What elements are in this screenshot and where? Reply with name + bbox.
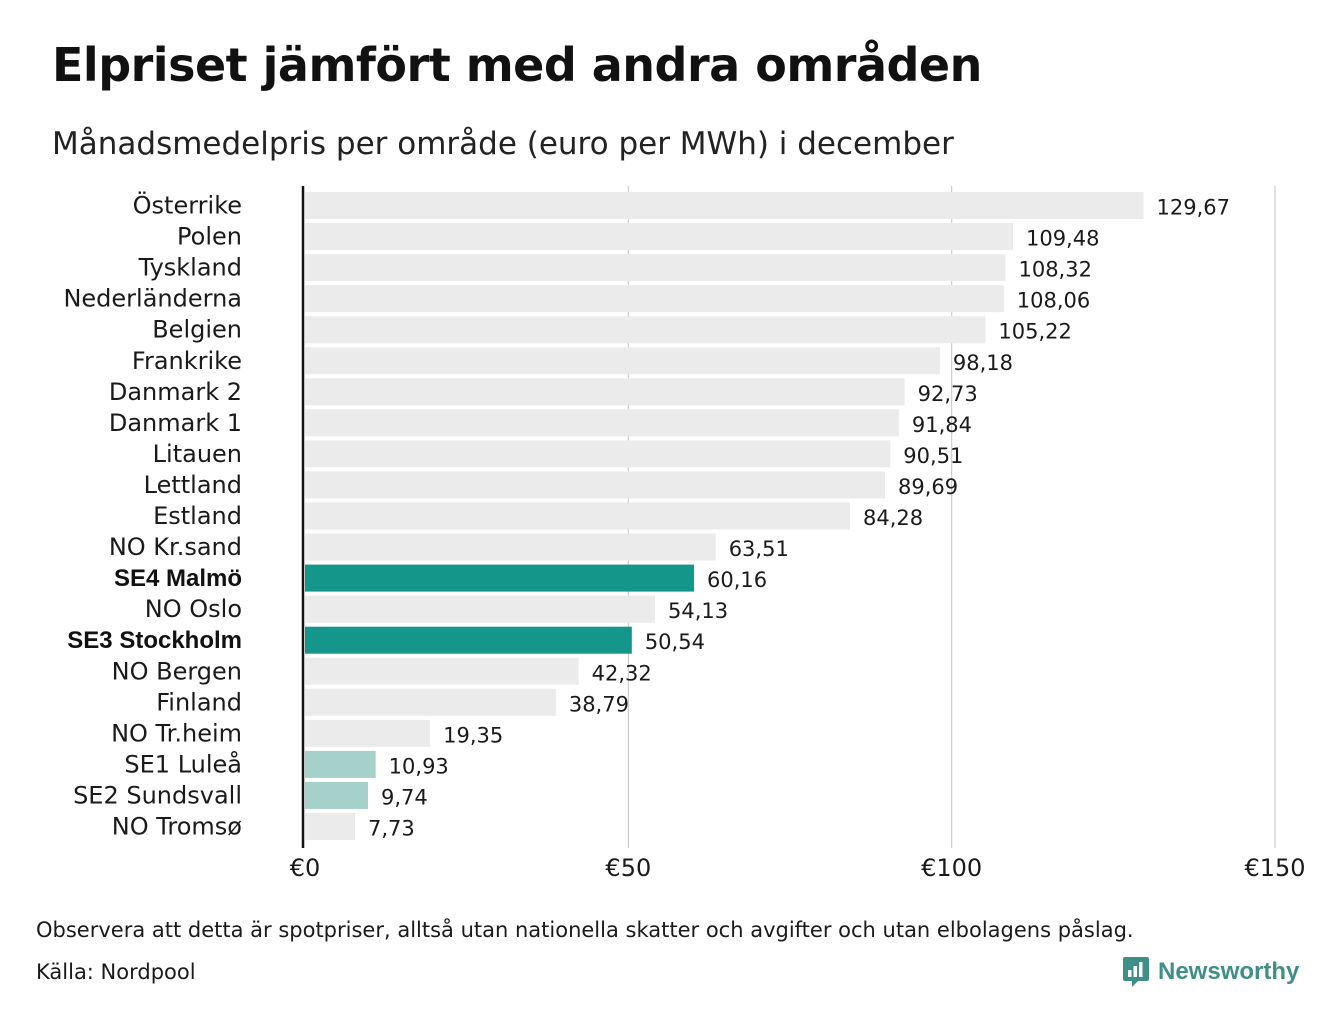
value-label: 50,54 (645, 630, 705, 654)
bar (305, 564, 695, 592)
value-label: 90,51 (903, 444, 963, 468)
category-label: Finland (156, 688, 242, 716)
bar (305, 409, 899, 437)
value-label: 108,06 (1017, 289, 1090, 313)
bar (305, 750, 376, 778)
chart-title: Elpriset jämfört med andra områden (52, 38, 982, 92)
bar (305, 192, 1144, 219)
bar (305, 502, 851, 530)
source-credit: Källa: Nordpool (36, 960, 196, 984)
bars (305, 192, 1144, 840)
category-label: SE4 Malmö (114, 565, 242, 592)
category-labels: Österrike Polen Tyskland Nederländerna Belgi… (63, 191, 242, 841)
bar (305, 440, 891, 468)
category-label: NO Tromsø (112, 813, 242, 841)
value-label: 92,73 (918, 382, 978, 406)
newsworthy-bar-chart-icon (1123, 957, 1149, 987)
category-label: NO Tr.heim (111, 719, 242, 747)
category-label: Estland (153, 502, 242, 530)
x-tick-labels: €0 €50 €100 €150 (290, 854, 1306, 882)
category-label: Österrike (133, 191, 242, 220)
value-label: 98,18 (953, 351, 1013, 375)
bar (305, 781, 368, 809)
category-label: Tyskland (138, 254, 242, 282)
value-label: 19,35 (443, 723, 503, 747)
value-label: 54,13 (668, 599, 728, 623)
category-label: Belgien (152, 316, 242, 344)
category-label: Litauen (153, 440, 242, 468)
value-label: 9,74 (381, 785, 428, 809)
category-label: NO Kr.sand (109, 533, 242, 561)
value-labels: 129,67 109,48 108,32 108,06 105,22 98,18 92,73… (368, 196, 1230, 841)
value-label: 108,32 (1018, 258, 1091, 282)
bar (305, 316, 986, 344)
value-label: 7,73 (368, 817, 415, 841)
logo-text: Newsworthy (1158, 958, 1300, 985)
x-tick-label: €150 (1244, 854, 1305, 882)
category-label: Lettland (144, 471, 242, 499)
x-tick-label: €50 (605, 854, 651, 882)
value-label: 42,32 (592, 661, 652, 685)
bar (305, 657, 579, 685)
value-label: 84,28 (863, 506, 923, 530)
bar-chart: Österrike Polen Tyskland Nederländerna Belgi… (63, 186, 1306, 882)
category-label: Nederländerna (63, 285, 242, 313)
category-label: Frankrike (132, 347, 242, 375)
bar (305, 533, 716, 561)
value-label: 10,93 (389, 754, 449, 778)
bar (305, 719, 431, 747)
bar (305, 626, 632, 654)
bar (305, 285, 1004, 313)
bar (305, 471, 885, 499)
category-label: NO Bergen (112, 657, 242, 685)
bar (305, 223, 1013, 251)
value-label: 105,22 (998, 320, 1071, 344)
chart-subtitle: Månadsmedelpris per område (euro per MWh… (52, 126, 954, 162)
bar (305, 347, 940, 375)
value-label: 109,48 (1026, 227, 1099, 251)
category-label: SE1 Luleå (124, 749, 242, 778)
category-label: Danmark 2 (109, 378, 242, 406)
value-label: 91,84 (912, 413, 972, 437)
category-label: NO Oslo (145, 595, 242, 623)
x-tick-label: €0 (290, 854, 321, 882)
bar (305, 688, 556, 716)
footnote: Observera att detta är spotpriser, allts… (36, 918, 1134, 942)
category-label: Danmark 1 (109, 409, 242, 437)
category-label: Polen (177, 223, 242, 251)
value-label: 89,69 (898, 475, 958, 499)
value-label: 38,79 (569, 692, 629, 716)
value-label: 129,67 (1157, 196, 1230, 220)
bar (305, 378, 905, 406)
category-label: SE3 Stockholm (67, 627, 242, 654)
value-label: 63,51 (729, 537, 789, 561)
bar (305, 595, 656, 623)
x-tick-label: €100 (921, 854, 982, 882)
newsworthy-logo: Newsworthy (1122, 955, 1299, 989)
value-label: 60,16 (707, 568, 767, 592)
bar (305, 254, 1006, 282)
bar (305, 813, 355, 840)
category-label: SE2 Sundsvall (73, 781, 242, 809)
